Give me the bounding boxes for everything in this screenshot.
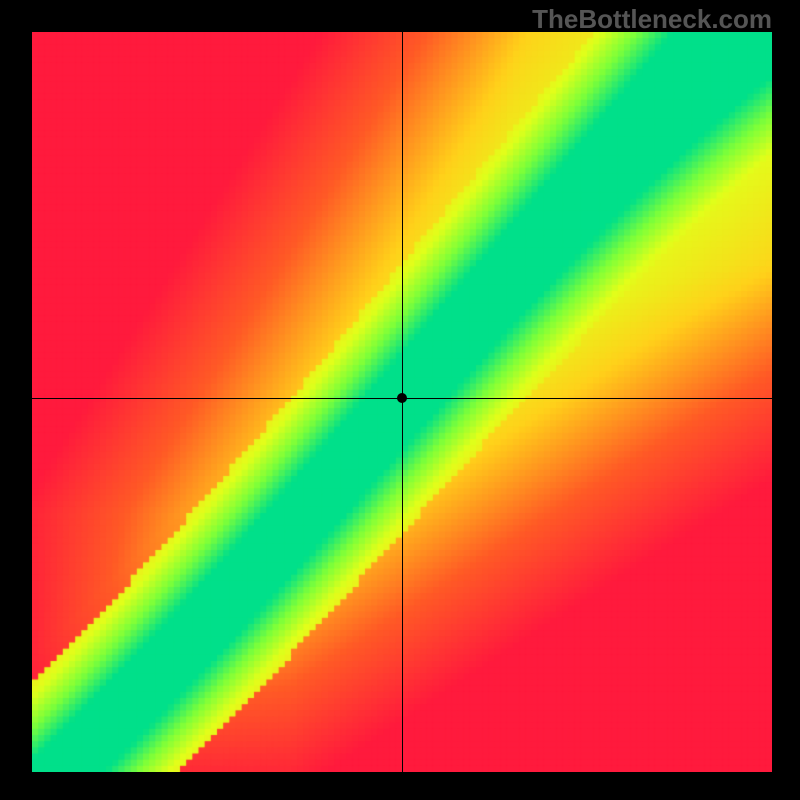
watermark-text: TheBottleneck.com [532, 4, 772, 35]
